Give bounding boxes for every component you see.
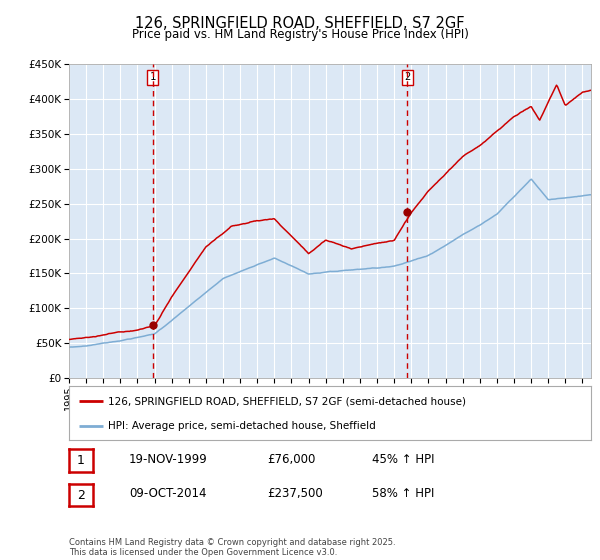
Text: 09-OCT-2014: 09-OCT-2014 — [129, 487, 206, 501]
Text: 1: 1 — [149, 72, 155, 82]
Text: £237,500: £237,500 — [267, 487, 323, 501]
Text: 126, SPRINGFIELD ROAD, SHEFFIELD, S7 2GF: 126, SPRINGFIELD ROAD, SHEFFIELD, S7 2GF — [135, 16, 465, 31]
Text: HPI: Average price, semi-detached house, Sheffield: HPI: Average price, semi-detached house,… — [108, 421, 376, 431]
Text: £76,000: £76,000 — [267, 452, 316, 466]
Text: 19-NOV-1999: 19-NOV-1999 — [129, 452, 208, 466]
Text: Price paid vs. HM Land Registry's House Price Index (HPI): Price paid vs. HM Land Registry's House … — [131, 28, 469, 41]
Text: 126, SPRINGFIELD ROAD, SHEFFIELD, S7 2GF (semi-detached house): 126, SPRINGFIELD ROAD, SHEFFIELD, S7 2GF… — [108, 396, 466, 407]
Text: 45% ↑ HPI: 45% ↑ HPI — [372, 452, 434, 466]
Text: 2: 2 — [404, 72, 410, 82]
Text: 2: 2 — [77, 488, 85, 502]
Text: Contains HM Land Registry data © Crown copyright and database right 2025.
This d: Contains HM Land Registry data © Crown c… — [69, 538, 395, 557]
Text: 58% ↑ HPI: 58% ↑ HPI — [372, 487, 434, 501]
Text: 1: 1 — [77, 454, 85, 467]
